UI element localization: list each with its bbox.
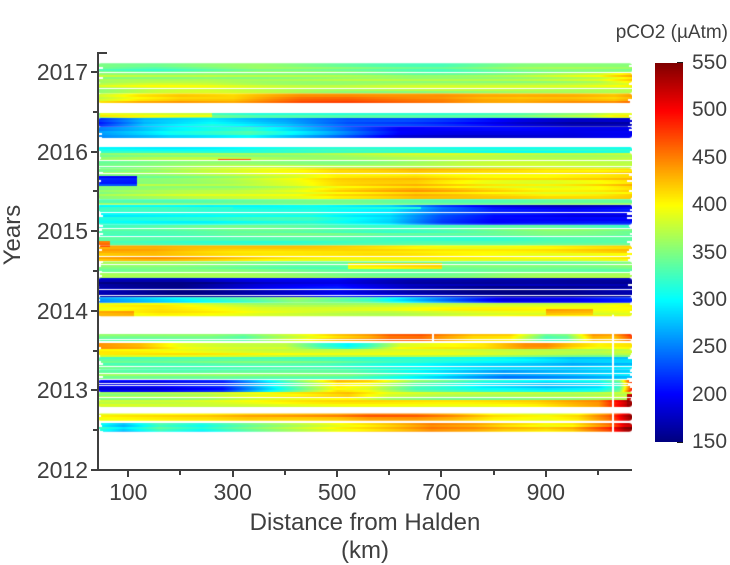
- x-minor-tick: [597, 471, 600, 475]
- pco2-hovmoller-figure: Years Distance from Halden (km) 100 300 50…: [0, 22, 728, 564]
- x-axis-line: [97, 469, 632, 471]
- heatmap-canvas: [98, 52, 632, 470]
- y-tick-label: 2016: [36, 138, 88, 165]
- y-tick: [91, 309, 97, 312]
- colorbar-tick-label: 500: [692, 98, 728, 122]
- y-tick: [91, 150, 97, 153]
- y-tick: [91, 469, 97, 471]
- colorbar-canvas: [655, 63, 683, 442]
- colorbar-tick-label: 150: [692, 430, 728, 453]
- y-tick-label: 2012: [36, 457, 88, 483]
- y-minor-tick: [93, 269, 97, 272]
- colorbar-tick-label: 300: [692, 287, 728, 311]
- colorbar-tick-label: 350: [692, 240, 728, 264]
- colorbar-tick: [677, 441, 683, 443]
- colorbar-tick-label: 400: [692, 193, 728, 217]
- y-minor-tick: [93, 110, 97, 113]
- colorbar-tick-label: 250: [692, 335, 728, 359]
- x-minor-tick: [179, 471, 182, 475]
- x-tick: [440, 471, 443, 477]
- y-tick-label: 2014: [36, 297, 88, 324]
- x-tick: [544, 471, 547, 477]
- x-tick-label: 100: [109, 479, 148, 505]
- y-axis-line: [97, 52, 99, 471]
- x-tick-label: 500: [317, 479, 357, 505]
- x-tick-label: 300: [213, 479, 252, 505]
- y-tick-label: 2013: [36, 377, 88, 404]
- y-tick-label: 2017: [36, 58, 88, 85]
- y-tick: [91, 230, 97, 233]
- y-tick-label: 2015: [36, 218, 88, 245]
- x-tick-label: 900: [526, 479, 566, 505]
- y-minor-tick: [93, 349, 97, 352]
- x-tick: [231, 471, 234, 477]
- x-tick: [127, 471, 130, 477]
- x-minor-tick: [492, 471, 495, 475]
- y-minor-tick: [93, 429, 97, 432]
- x-minor-tick: [283, 471, 286, 475]
- colorbar-title: pCO2 (µAtm): [615, 22, 728, 43]
- y-tick: [91, 70, 97, 73]
- colorbar-tick-label: 200: [692, 382, 728, 406]
- x-tick-label: 700: [422, 479, 461, 505]
- y-tick: [91, 389, 97, 392]
- y-axis-end-tick: [99, 52, 107, 54]
- axis-ticks-layer: 100 300 500 700 900 2012 2013 2014 2015 2016 2017 1…: [36, 51, 728, 505]
- y-minor-tick: [93, 190, 97, 193]
- colorbar-tick-label: 450: [692, 145, 728, 169]
- colorbar-tick-label: 550: [692, 51, 728, 74]
- x-minor-tick: [388, 471, 391, 475]
- x-tick: [336, 471, 339, 477]
